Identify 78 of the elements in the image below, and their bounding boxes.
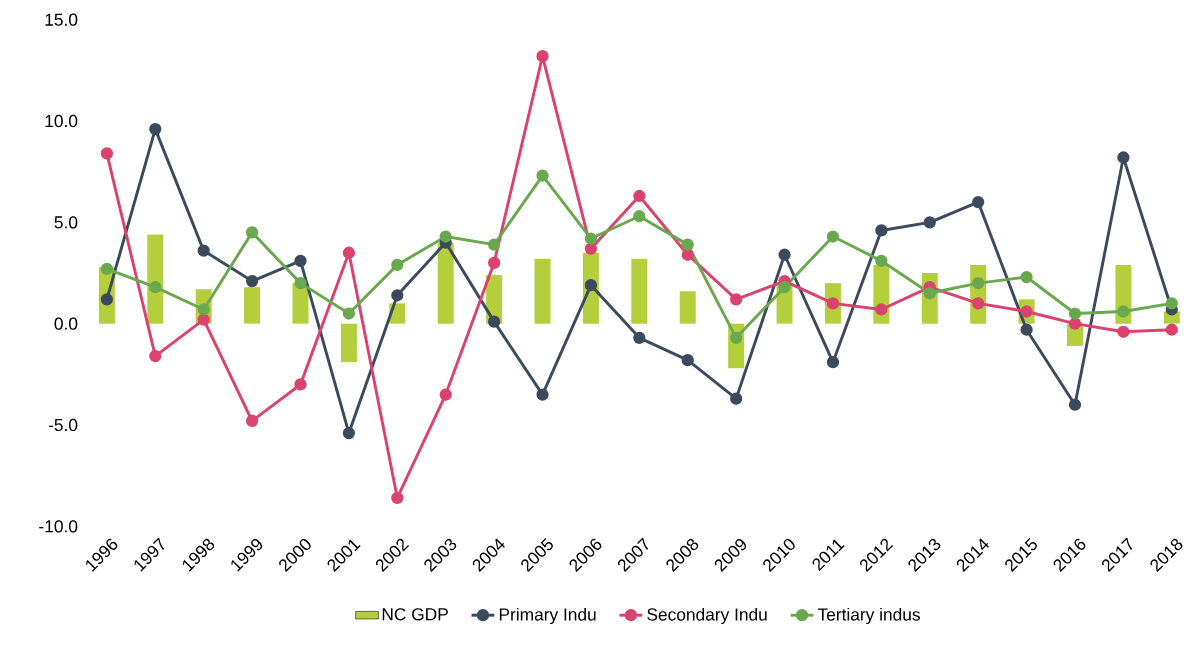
point xyxy=(826,356,840,369)
point xyxy=(730,293,743,306)
bar xyxy=(340,323,357,363)
point xyxy=(1020,323,1033,336)
point xyxy=(536,388,549,401)
point xyxy=(245,226,259,239)
point xyxy=(923,216,936,229)
point xyxy=(536,169,549,182)
point xyxy=(1020,270,1033,284)
point xyxy=(1165,323,1178,336)
point xyxy=(149,122,162,136)
point xyxy=(826,230,840,243)
y-tick-label: 15.0 xyxy=(45,13,78,26)
bar xyxy=(437,242,454,324)
point xyxy=(197,244,210,257)
point xyxy=(245,414,259,428)
y-tick-label: -5.0 xyxy=(48,418,78,432)
point xyxy=(1117,305,1130,318)
point xyxy=(487,315,501,328)
point xyxy=(584,279,598,292)
point xyxy=(875,254,888,267)
legend-label: Primary Indu xyxy=(499,607,596,625)
point xyxy=(633,331,646,344)
point xyxy=(149,349,162,363)
point xyxy=(972,297,985,310)
point xyxy=(294,254,307,267)
point xyxy=(294,276,307,290)
point xyxy=(100,147,114,160)
point xyxy=(197,313,210,326)
point xyxy=(875,303,888,316)
point xyxy=(778,281,791,294)
point xyxy=(342,307,356,320)
point xyxy=(245,274,259,288)
legend-label: Tertiary indus xyxy=(817,607,920,625)
point xyxy=(681,354,694,367)
point xyxy=(100,262,114,276)
point xyxy=(584,232,598,245)
y-tick-label: -10.0 xyxy=(39,520,78,533)
bar xyxy=(147,234,164,324)
point xyxy=(100,293,114,306)
y-tick-label: 5.0 xyxy=(54,216,78,229)
point xyxy=(633,210,646,223)
point xyxy=(633,189,646,203)
legend-label: NC GDP xyxy=(382,608,448,621)
point xyxy=(391,258,404,272)
point xyxy=(487,238,501,251)
point xyxy=(1117,151,1130,164)
point xyxy=(536,50,549,63)
y-tick-label: 10.0 xyxy=(45,114,78,128)
y-tick-label: 0.0 xyxy=(54,317,78,330)
legend-label: Secondary Indu xyxy=(647,607,767,625)
point xyxy=(730,331,743,344)
bar xyxy=(244,287,261,324)
bar xyxy=(631,258,648,324)
point xyxy=(1117,325,1130,338)
point xyxy=(487,256,501,269)
point xyxy=(1068,307,1082,320)
point xyxy=(1068,317,1082,330)
point xyxy=(439,388,452,401)
point xyxy=(439,230,452,243)
point xyxy=(342,246,356,259)
point xyxy=(294,378,307,391)
point xyxy=(1068,398,1082,411)
point xyxy=(149,281,162,294)
point xyxy=(391,491,404,505)
point xyxy=(391,289,404,302)
point xyxy=(681,248,694,261)
point xyxy=(778,248,791,261)
bar xyxy=(534,258,551,324)
point xyxy=(972,276,985,290)
point xyxy=(342,426,356,440)
point xyxy=(1165,297,1178,310)
point xyxy=(681,238,694,251)
point xyxy=(584,242,598,255)
point xyxy=(875,224,888,237)
point xyxy=(972,195,985,209)
point xyxy=(730,392,743,405)
bar xyxy=(679,291,696,324)
